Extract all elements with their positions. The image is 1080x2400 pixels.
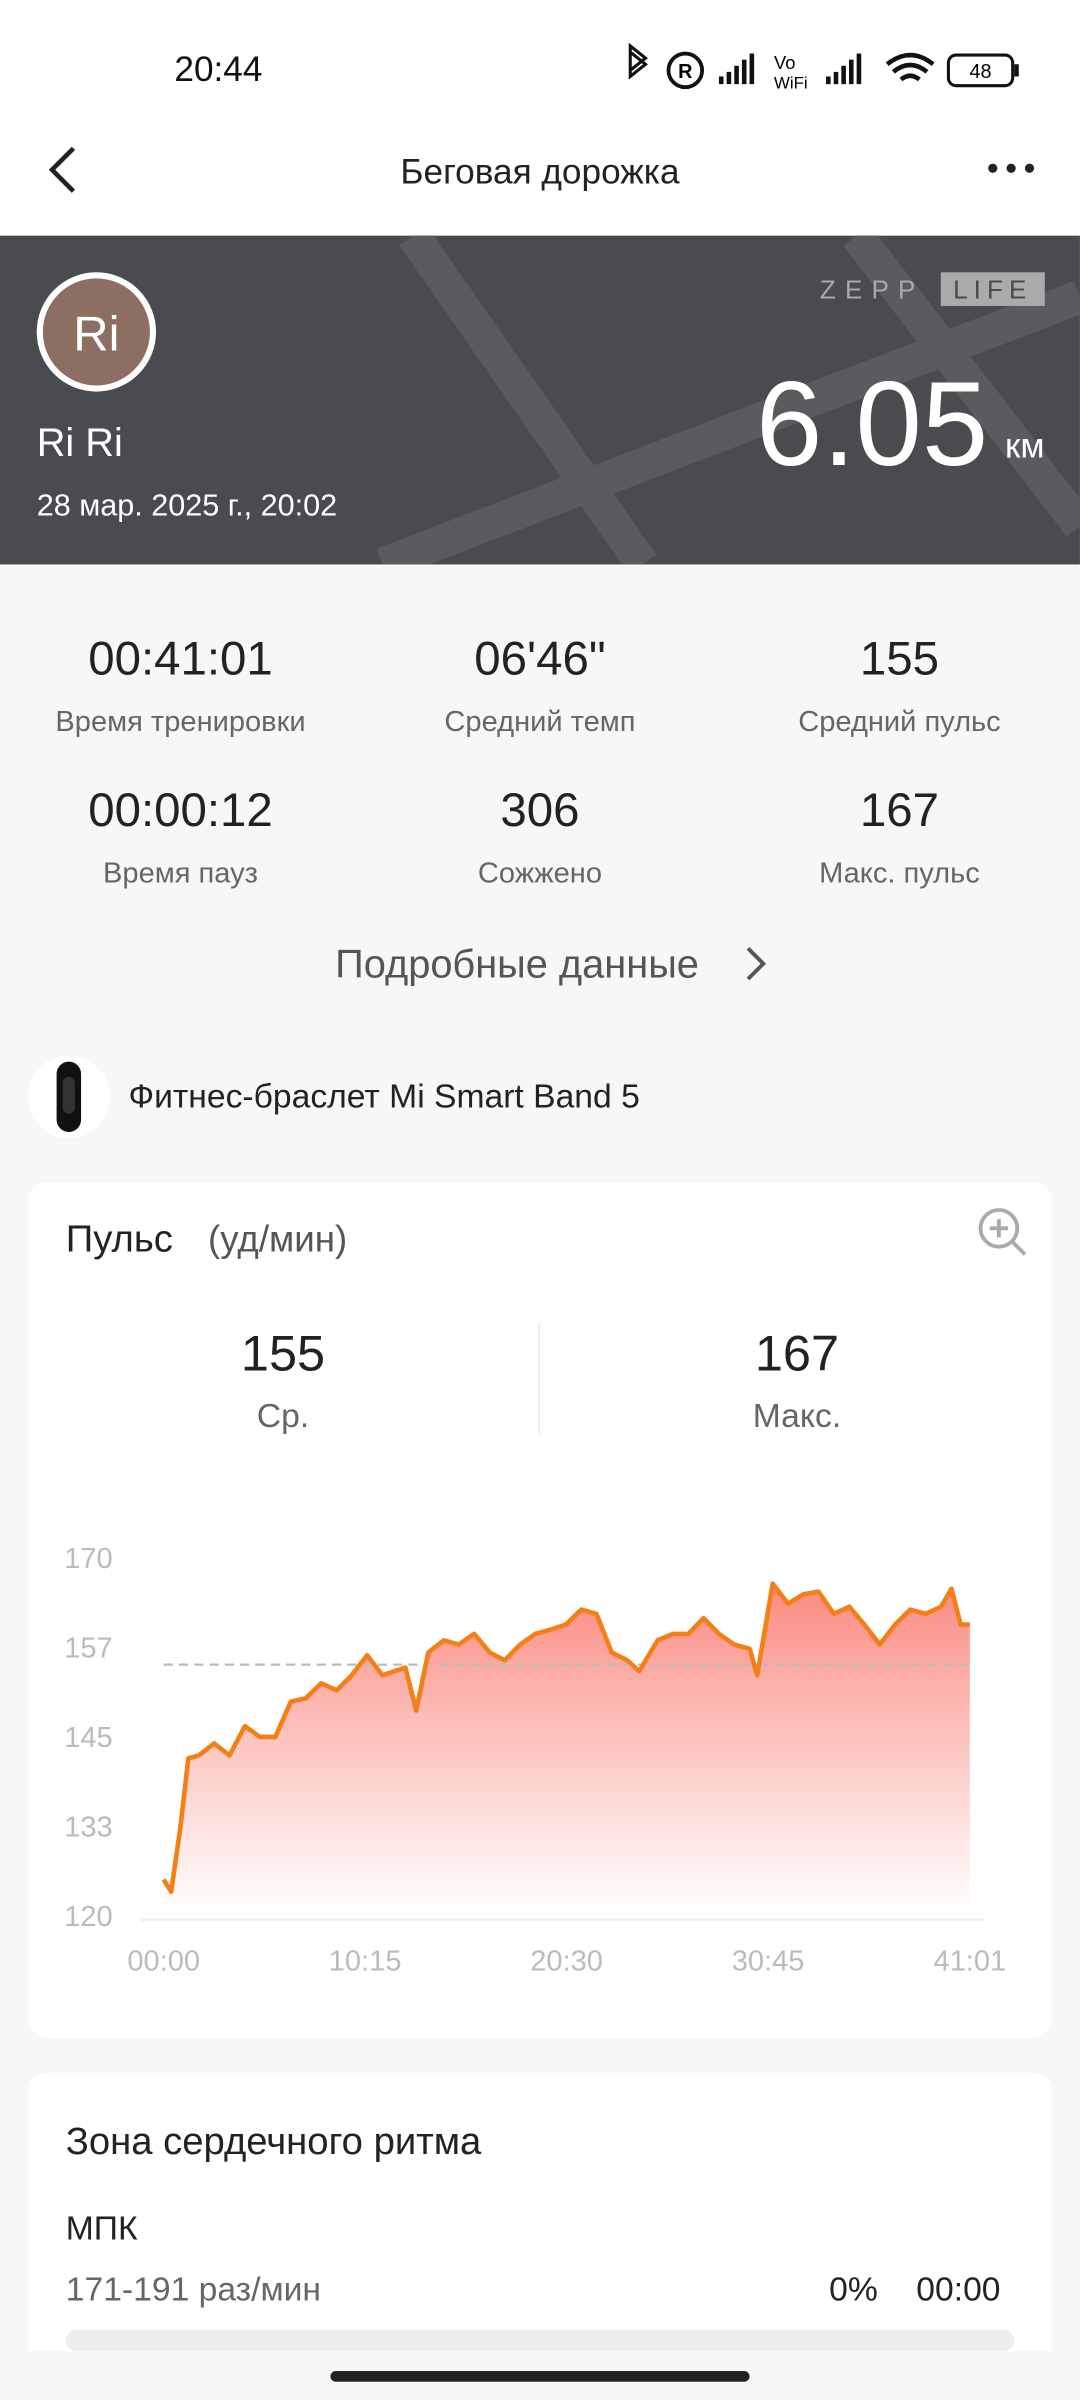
area-fill <box>163 1583 970 1916</box>
battery: 48 <box>969 61 991 83</box>
stat-label: Время пауз <box>103 858 258 891</box>
y-tick-label: 157 <box>64 1632 112 1664</box>
stat-value: 167 <box>859 783 940 837</box>
clock: 20:44 <box>174 48 263 89</box>
zoom-button[interactable] <box>976 1205 1028 1257</box>
user-name: Ri Ri <box>37 421 123 465</box>
zone-percent: 0% <box>829 2270 878 2309</box>
avg-label: Ср. <box>256 1396 310 1435</box>
distance: 6.05 <box>756 358 988 491</box>
stat-value: 06'46" <box>474 631 606 686</box>
y-tick-label: 120 <box>64 1901 112 1933</box>
back-button[interactable] <box>43 144 89 196</box>
stat-value: 00:41:01 <box>88 631 273 686</box>
stat-value: 306 <box>500 783 580 837</box>
pulse-line <box>161 1581 970 1894</box>
stat-value: 155 <box>859 631 940 686</box>
svg-text:R: R <box>678 61 692 83</box>
home-indicator[interactable] <box>330 2371 750 2382</box>
y-tick-label: 145 <box>64 1722 112 1754</box>
banner: Ri Ri Ri 28 мар. 2025 г., 20:02 ZEPP LIF… <box>0 235 1080 565</box>
wifi-label: WiFi <box>774 74 808 93</box>
details-link[interactable]: Подробные данные <box>335 940 699 987</box>
max-label: Макс. <box>752 1396 842 1435</box>
device-icon <box>27 1055 111 1139</box>
status-icons: R Vo WiFi 48 <box>628 42 1019 93</box>
x-tick-label: 10:15 <box>329 1945 402 1977</box>
more-button[interactable] <box>985 159 1037 177</box>
chevron <box>746 947 767 981</box>
volte: Vo <box>774 52 795 73</box>
stat-label: Средний темп <box>444 706 636 739</box>
distance-unit: км <box>1005 426 1045 465</box>
y-tick-label: 133 <box>64 1811 112 1843</box>
zone-title: Зона сердечного ритма <box>65 2120 482 2163</box>
divider <box>538 1323 540 1434</box>
zone-name: МПК <box>65 2208 138 2248</box>
brand-box: LIFE <box>953 274 1032 304</box>
stat-label: Средний пульс <box>798 706 1001 739</box>
avatar: Ri <box>73 307 119 361</box>
pulse-unit: (уд/мин) <box>208 1219 348 1261</box>
zone-bar <box>65 2329 1015 2352</box>
zone-time: 00:00 <box>916 2270 1001 2309</box>
header-title: Беговая дорожка <box>400 151 680 192</box>
pulse-title: Пульс <box>65 1217 173 1261</box>
brand: ZEPP <box>820 274 925 304</box>
zone-range: 171-191 раз/мин <box>65 2270 321 2309</box>
stat-label: Время тренировки <box>55 706 306 739</box>
workout-date: 28 мар. 2025 г., 20:02 <box>37 489 337 523</box>
x-tick-label: 20:30 <box>530 1945 603 1977</box>
x-tick-label: 30:45 <box>732 1945 805 1977</box>
x-tick-label: 00:00 <box>127 1945 200 1977</box>
top-area <box>0 0 1080 236</box>
stat-value: 00:00:12 <box>88 783 273 837</box>
stat-label: Сожжено <box>477 858 603 891</box>
x-tick-label: 41:01 <box>933 1945 1006 1977</box>
max-value: 167 <box>754 1324 840 1382</box>
avg-value: 155 <box>240 1324 326 1382</box>
stat-label: Макс. пульс <box>819 858 980 891</box>
y-tick-label: 170 <box>64 1543 112 1575</box>
device-name: Фитнес-браслет Mi Smart Band 5 <box>128 1076 640 1116</box>
